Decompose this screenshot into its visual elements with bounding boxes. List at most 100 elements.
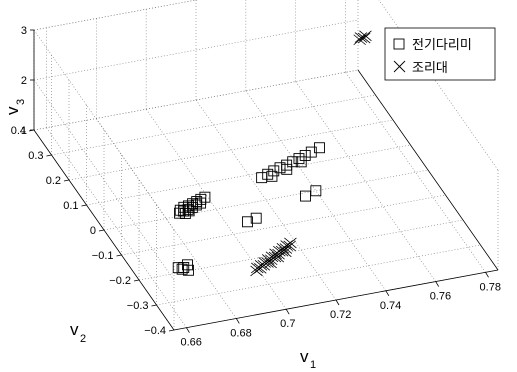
grid-frame-edge [33,0,198,31]
tick-mark-v2 [133,279,140,282]
tick-mark-v1 [485,272,489,278]
axis-line-v1-far [357,69,499,271]
tick-mark-v2 [98,229,105,232]
tick-label-v2: 0 [90,225,96,237]
grid-line-floor-v2 [68,119,394,181]
square-marker-icon [393,38,405,50]
cross-stroke [284,237,297,249]
data-point-square [314,142,325,154]
data-point-square [199,191,211,203]
tick-label-v2: −0.3 [127,300,149,312]
data-point-square [299,150,311,161]
data-point-cross [279,246,292,258]
tick-mark-v2 [116,254,122,257]
cross-stroke [353,34,366,46]
tick-label-v1: 0.74 [380,300,401,312]
tick-mark-v2 [151,304,157,307]
data-point-square [242,216,253,228]
data-point-cross [357,32,371,44]
cross-stroke [283,240,296,252]
legend-box [384,27,496,81]
data-point-square [274,162,286,174]
tick-label-v3: 2 [21,75,27,87]
svg-text:v: v [70,320,79,339]
grid-layer [33,0,499,331]
tick-label-v1: 0.7 [280,318,295,330]
tick-label-v3: 1 [21,125,27,137]
cross-stroke [354,32,368,43]
svg-text:v: v [3,106,22,115]
grid-line-floor-v2 [103,169,429,231]
cross-marker-icon [393,60,406,73]
tick-label-v1: 0.66 [180,337,201,349]
data-point-square [187,198,199,210]
tick-label-v1: 0.68 [230,327,251,339]
legend: 전기다리미 조리대 [384,27,496,81]
data-point-cross [271,251,285,263]
data-point-square [310,185,322,197]
data-point-cross [353,34,366,46]
tick-label-v2: −0.1 [92,250,114,262]
cross-stroke [357,32,371,44]
data-point-cross [284,237,297,249]
data-point-square [281,163,293,175]
grid-line-floor-v1 [295,81,436,282]
tick-label-v2: 0.1 [63,200,78,212]
cross-stroke [271,251,285,263]
data-point-square [287,156,299,168]
tick-label-v2: 0.2 [46,175,61,187]
grid-line-floor-v2 [121,194,446,256]
tick-mark-v1 [285,309,290,315]
grid-line-floor-v1 [345,72,486,273]
tick-label-v2: 0.4 [11,125,26,137]
tick-mark-v2 [168,329,175,332]
tick-mark-v2 [63,179,70,182]
data-point-square [179,208,191,219]
svg-text:3: 3 [15,99,27,105]
data-point-cross [283,240,296,252]
data-point-square [183,205,195,217]
tick-mark-v2 [46,154,52,157]
grid-line-floor-v1 [195,99,337,301]
data-point-square [183,264,194,276]
data-point-square [182,259,193,271]
tick-label-v3: 3 [21,25,27,37]
data-point-cross [359,30,372,42]
tick-label-v2: 0.3 [28,150,43,162]
axis-label-v2: v 2 [70,320,86,345]
grid-line-floor-v2 [51,94,376,156]
cross-stroke [279,246,292,258]
tick-label-v1: 0.76 [430,291,451,303]
legend-entry-2: 조리대 [412,61,448,76]
tick-mark-v1 [435,281,440,287]
data-points [172,30,372,277]
data-point-square [295,156,307,168]
svg-text:2: 2 [80,333,86,345]
data-point-square [256,172,268,184]
grid-line-floor-v2 [86,144,411,206]
data-point-square [266,170,278,182]
grid-line-back-v3 [33,69,359,131]
axis-label-v1: v 1 [300,347,316,371]
tick-mark-v2 [81,204,87,207]
grid-line-floor-v2 [156,244,481,306]
data-point-square [305,146,317,158]
legend-entry-1: 전기다리미 [412,38,472,53]
grid-line-floor-v2 [138,219,464,281]
data-point-square [195,193,207,205]
tick-label-v2: −0.4 [144,325,166,337]
cross-stroke [359,30,372,42]
tick-mark-v1 [335,299,340,306]
data-point-square [281,159,293,171]
data-point-square [191,196,203,207]
grid-line-back-v3 [33,19,359,81]
data-point-square [293,153,305,165]
data-point-cross [354,32,368,43]
tick-mark-v1 [385,290,390,296]
tick-label-v1: 0.78 [480,281,501,293]
tick-label-v2: −0.2 [109,275,131,287]
tick-label-v1: 0.72 [330,309,351,321]
data-point-square [262,168,274,180]
tick-mark-v1 [235,318,240,324]
